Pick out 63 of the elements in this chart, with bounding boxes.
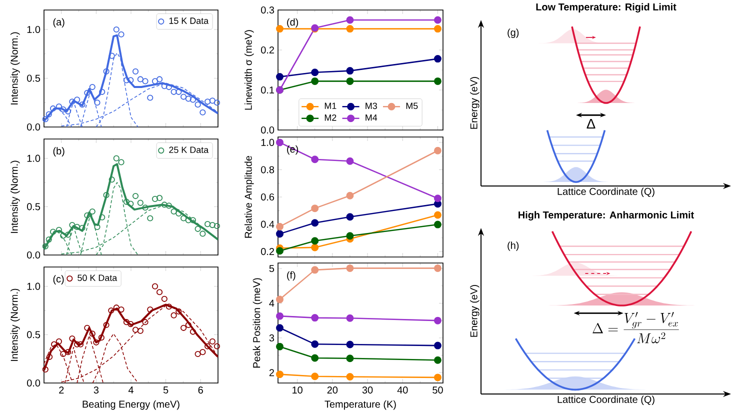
y-tick-label: 0.6: [261, 193, 274, 201]
x-tick-label: 10: [292, 386, 302, 394]
y-axis-title: Intensity (Norm.): [10, 288, 20, 361]
y-tick-label: 0.8: [261, 166, 274, 174]
x-axis-title: Temperature (K): [324, 400, 396, 410]
text: Lattice Coordinate (Q): [558, 188, 654, 197]
y-tick-label: 0.2: [261, 46, 274, 54]
annotation: (c): [53, 275, 64, 284]
x-tick-label: 2: [59, 386, 64, 394]
text: $\Delta = \frac{V'_{gr} - V'_{ex}}{M\omega^2}$: [592, 312, 679, 344]
y-tick-label: 0.3: [261, 6, 274, 14]
y-tick-label: 0.0: [27, 251, 40, 259]
y-tick-label: 0.5: [27, 331, 40, 338]
y-tick-label: 1.0: [27, 154, 40, 162]
y-tick-label: 2: [269, 369, 274, 376]
x-tick-label: 5: [163, 386, 168, 394]
text: (g): [508, 28, 519, 38]
y-tick-label: 0.0: [27, 379, 40, 387]
y-axis-title: Relative Amplitude: [244, 156, 254, 238]
legend-label: M5: [406, 102, 418, 110]
y-tick-label: 0.2: [261, 248, 274, 256]
text: (h): [508, 242, 519, 251]
text: Low Temperature: Rigid Limit: [536, 3, 676, 12]
y-axis-title: Intensity (Norm.): [10, 160, 20, 233]
text: Lattice Coordinate (Q): [558, 396, 654, 405]
x-axis-title: Beating Energy (meV): [82, 400, 180, 410]
legend-label: M4: [366, 114, 378, 121]
legend-label: M2: [324, 114, 336, 121]
text: Δ: [586, 118, 596, 129]
text: Energy (eV): [470, 285, 480, 337]
y-tick-label: 0.5: [27, 203, 40, 210]
y-tick-label: 0.5: [27, 74, 40, 82]
y-axis-title: Linewidth σ (meV): [244, 30, 254, 110]
legend-label: 50 K Data: [78, 274, 118, 282]
y-tick-label: 3: [269, 334, 274, 342]
y-tick-label: 0.0: [27, 123, 40, 131]
y-tick-label: 0.1: [261, 86, 274, 94]
y-tick-label: 0.0: [261, 126, 274, 134]
y-tick-label: 4: [269, 300, 274, 307]
legend-label: M3: [366, 102, 377, 110]
y-tick-label: 5: [269, 265, 274, 272]
x-tick-label: 6: [198, 386, 203, 394]
x-tick-label: 40: [397, 386, 408, 394]
annotation: (b): [53, 147, 64, 156]
x-tick-label: 30: [362, 386, 373, 394]
y-tick-label: 1.0: [27, 282, 40, 290]
y-axis-title: Peak Position (meV): [252, 278, 262, 368]
legend-label: 25 K Data: [169, 146, 209, 154]
x-tick-label: 3: [94, 386, 99, 394]
y-axis-title: Intensity (Norm.): [10, 32, 20, 104]
y-tick-label: 0.4: [261, 220, 274, 228]
text: High Temperature: Anharmonic Limit: [518, 211, 694, 220]
annotation: (d): [287, 18, 298, 28]
y-tick-label: 1.0: [27, 26, 40, 34]
text: Energy (eV): [470, 77, 480, 129]
x-tick-label: 4: [128, 386, 134, 394]
x-tick-label: 20: [327, 386, 338, 394]
annotation: (a): [53, 18, 64, 28]
x-tick-label: 50: [432, 386, 443, 394]
annotation: (f): [287, 271, 296, 281]
legend-label: M1: [324, 102, 336, 109]
legend-label: 15 K Data: [169, 18, 209, 24]
y-tick-label: 1.0: [261, 138, 274, 146]
